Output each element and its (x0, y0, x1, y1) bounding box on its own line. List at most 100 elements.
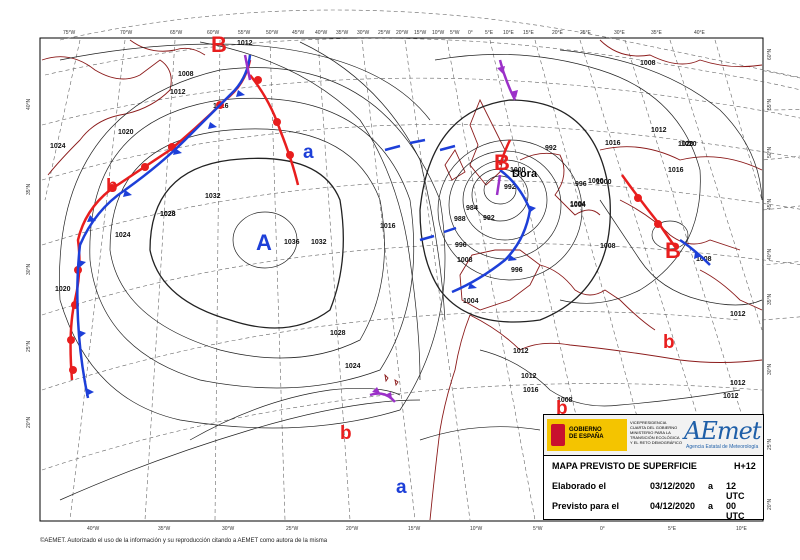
lat-tick: 45°N (767, 198, 773, 210)
lon-tick: 5°E (485, 30, 494, 36)
lon-tick: 20°W (346, 526, 359, 532)
storm-name: Dora (512, 168, 538, 180)
isobar-label: 992 (504, 184, 516, 191)
lon-tick: 10°E (736, 526, 748, 532)
isobar-label: 996 (455, 242, 467, 249)
low-pressure-top: B (211, 32, 227, 57)
lat-tick: 50°N (767, 146, 773, 158)
valid-label: Previsto para el (552, 501, 620, 511)
cold-front-marker (87, 215, 96, 222)
low-pressure-center: B (494, 150, 510, 175)
warm-front-marker (67, 336, 75, 344)
isobar-label: 1000 (588, 178, 604, 185)
occluded-front-south (369, 392, 396, 403)
lat-tick: 30°N (767, 363, 773, 375)
lat-tick: 20°N (767, 498, 773, 510)
lon-tick: 25°E (580, 30, 592, 36)
lat-tick: 35°N (26, 183, 32, 195)
coastlines (41, 39, 763, 521)
isobar-label: 1036 (284, 239, 300, 246)
lon-tick: 55°W (238, 30, 251, 36)
lat-tick: 40°N (767, 248, 773, 260)
elaborated-date: 03/12/2020 (650, 481, 696, 491)
map-info-box: GOBIERNO DE ESPAÑA VICEPRESIDENCIA CUARTA… (543, 414, 764, 521)
lat-tick: 25°N (767, 438, 773, 450)
lon-tick: 70°W (120, 30, 133, 36)
high-pressure-secondary-south: a (396, 477, 407, 498)
isobar-label: 1024 (50, 143, 66, 150)
map-title: MAPA PREVISTO DE SUPERFICIE (552, 461, 697, 471)
isobar-label: 1020 (681, 141, 697, 148)
lon-tick: 20°W (396, 30, 409, 36)
isobar-label: 1032 (311, 239, 327, 246)
lon-tick: 65°W (170, 30, 183, 36)
cold-front-mediterranean (679, 238, 711, 266)
isobar-label: 1012 (521, 373, 537, 380)
low-pressure-secondary: b (106, 176, 118, 197)
isobar-label: 1016 (523, 387, 539, 394)
isobar-label: 1000 (596, 179, 612, 186)
isobar-label: 1020 (678, 141, 694, 148)
lon-tick: 40°E (694, 30, 706, 36)
lon-tick: 45°W (292, 30, 305, 36)
lon-ticks-top: 75°W 70°W 65°W 60°W 55°W 50°W 45°W 40°W … (63, 30, 706, 36)
valid-at: a (708, 501, 714, 511)
pressure-centers: A a a B B B b b b b Dora (106, 32, 681, 498)
isobar-label: 1016 (668, 167, 684, 174)
isobar-label: 1008 (640, 60, 656, 67)
lon-tick: 30°W (222, 526, 235, 532)
cold-front-atlantic (76, 54, 252, 399)
isobar-label: 992 (483, 215, 495, 222)
lat-tick: 20°N (26, 416, 32, 428)
isobar-label: 1012 (237, 40, 253, 47)
occluded-front-top (243, 54, 252, 81)
lon-tick: 40°W (87, 526, 100, 532)
isobar-label: 996 (575, 181, 587, 188)
aemet-wordmark: AEmet (684, 417, 761, 445)
government-logo-text: GOBIERNO DE ESPAÑA (569, 427, 604, 440)
cold-front-marker (123, 190, 132, 197)
isobar-label: 1012 (170, 89, 186, 96)
lon-tick: 25°W (378, 30, 391, 36)
lon-tick: 40°W (315, 30, 328, 36)
lon-tick: 10°E (503, 30, 515, 36)
lat-tick: 40°N (26, 98, 32, 110)
cold-front-marker (508, 255, 517, 261)
lon-tick: 35°W (158, 526, 171, 532)
coat-of-arms-icon (551, 424, 565, 446)
isobar-label: 1028 (330, 330, 346, 337)
occluded-front-markers (372, 66, 518, 399)
logo-strip: GOBIERNO DE ESPAÑA VICEPRESIDENCIA CUARTA… (544, 415, 763, 456)
warm-front-uk (498, 139, 512, 166)
warm-front-marker (634, 194, 642, 202)
elaborated-at: a (708, 481, 714, 491)
elaborated-label: Elaborado el (552, 481, 607, 491)
isobar-label: 1016 (380, 223, 396, 230)
cold-front-marker (173, 148, 182, 155)
high-pressure-center: A (256, 230, 272, 255)
low-pressure-secondary: b (556, 398, 568, 419)
lon-tick: 15°W (408, 526, 421, 532)
isobar-label: 992 (545, 145, 557, 152)
isobar-label: 1004 (463, 298, 479, 305)
lon-tick: 25°W (286, 526, 299, 532)
lat-tick: 30°N (26, 263, 32, 275)
isobar-labels: 1012 1008 1016 1020 1024 1028 1032 1036 … (50, 40, 746, 404)
isobar-label: 1024 (115, 232, 131, 239)
isobar-label: 1020 (55, 286, 71, 293)
lat-ticks-right: 60°N 55°N 50°N 45°N 40°N 35°N 30°N 25°N … (767, 48, 773, 510)
isobar-label: 1008 (457, 257, 473, 264)
cold-front-marker (78, 330, 86, 338)
lon-tick: 75°W (63, 30, 76, 36)
government-logo: GOBIERNO DE ESPAÑA (547, 419, 627, 451)
isobar-label: 1020 (118, 129, 134, 136)
forecast-step: H+12 (734, 461, 756, 471)
lon-tick: 5°W (533, 526, 543, 532)
cold-front-marker (468, 283, 477, 289)
isobar-label: 1008 (600, 243, 616, 250)
graticule (41, 9, 800, 521)
elaborated-row: Elaborado el 03/12/2020 a 12 UTC (552, 481, 745, 501)
lon-tick: 10°W (432, 30, 445, 36)
warm-front-marker (654, 220, 662, 228)
